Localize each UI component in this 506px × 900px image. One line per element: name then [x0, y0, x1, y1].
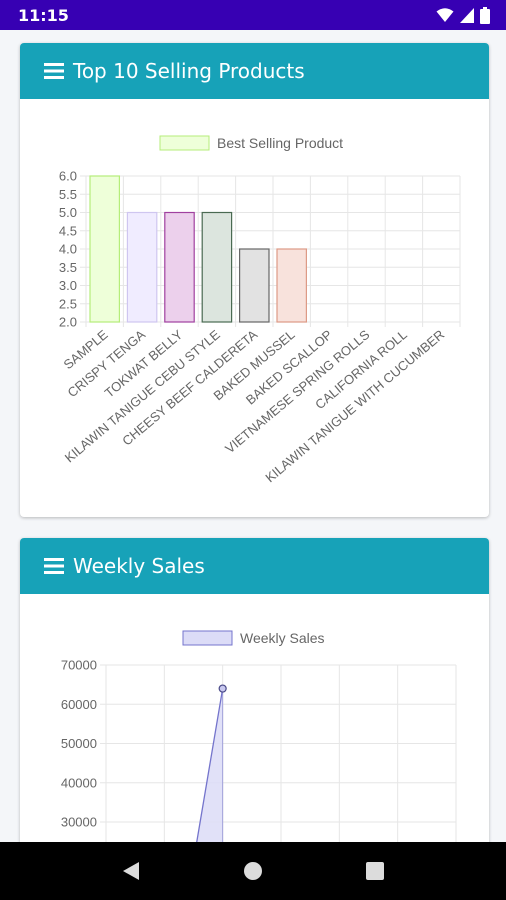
bar-y-tick-label: 4.5	[59, 223, 77, 238]
menu-icon[interactable]	[44, 62, 64, 80]
bar-2[interactable]	[126, 211, 158, 323]
line-y-tick-label: 40000	[61, 775, 97, 790]
line-y-tick-label: 60000	[61, 697, 97, 712]
signal-icon	[460, 7, 474, 23]
dashboard-content[interactable]: Top 10 Selling Products Best Selling Pro…	[0, 30, 506, 842]
back-icon	[123, 862, 139, 880]
back-button[interactable]	[111, 851, 151, 891]
bar-chart-legend-swatch[interactable]	[159, 135, 210, 151]
status-bar: 11:15	[0, 0, 506, 30]
weekly-sales-title: Weekly Sales	[73, 554, 205, 578]
line-y-tick-label: 70000	[61, 658, 97, 673]
bar-y-tick-label: 6.0	[59, 169, 77, 184]
status-icons	[436, 6, 490, 24]
bar-y-tick-label: 5.5	[59, 187, 77, 202]
weekly-sales-card: Weekly Sales Weekly Sales 70000 60000 5000…	[20, 538, 489, 842]
top-products-card-header: Top 10 Selling Products	[20, 43, 489, 99]
bar-4[interactable]	[201, 211, 233, 323]
home-icon	[244, 862, 262, 880]
top-products-card: Top 10 Selling Products Best Selling Pro…	[20, 43, 489, 517]
weekly-sales-line	[196, 688, 224, 842]
top-products-card-body: Best Selling Product 6.0 5.5 5.0 4.5 4.0 3.5 3…	[20, 99, 489, 517]
bar-1[interactable]	[89, 175, 120, 323]
menu-icon[interactable]	[44, 557, 64, 575]
navigation-bar	[0, 842, 506, 900]
line-y-tick-label: 50000	[61, 736, 97, 751]
bar-3[interactable]	[164, 211, 195, 323]
status-time: 11:15	[18, 5, 69, 25]
bar-y-tick-label: 2.5	[59, 296, 77, 311]
weekly-sales-card-body: Weekly Sales 70000 60000 50000 40000 30000	[20, 594, 489, 842]
line-y-tick-label: 30000	[61, 815, 97, 830]
bar-chart-legend-label: Best Selling Product	[217, 135, 343, 151]
line-chart-legend-label: Weekly Sales	[240, 630, 325, 646]
top-products-title: Top 10 Selling Products	[73, 59, 305, 83]
weekly-sales-line-chart: Weekly Sales 70000 60000 50000 40000 30000	[61, 630, 457, 842]
home-button[interactable]	[233, 851, 273, 891]
bar-6[interactable]	[276, 248, 307, 323]
recents-icon	[366, 862, 384, 880]
bar-y-tick-label: 4.0	[59, 242, 77, 257]
bar-y-tick-label: 3.5	[59, 260, 77, 275]
bar-y-tick-label: 3.0	[59, 278, 77, 293]
weekly-sales-card-header: Weekly Sales	[20, 538, 489, 594]
bar-y-tick-label: 2.0	[59, 315, 77, 330]
bar-y-tick-label: 5.0	[59, 205, 77, 220]
weekly-sales-point[interactable]	[218, 684, 227, 693]
weekly-sales-area	[196, 688, 223, 842]
bar-5[interactable]	[239, 248, 270, 323]
recents-button[interactable]	[355, 851, 395, 891]
battery-icon	[480, 6, 490, 24]
wifi-icon	[436, 8, 454, 22]
top-products-bar-chart: Best Selling Product 6.0 5.5 5.0 4.5 4.0 3.5 3…	[59, 135, 461, 485]
line-chart-legend-swatch[interactable]	[182, 630, 233, 646]
